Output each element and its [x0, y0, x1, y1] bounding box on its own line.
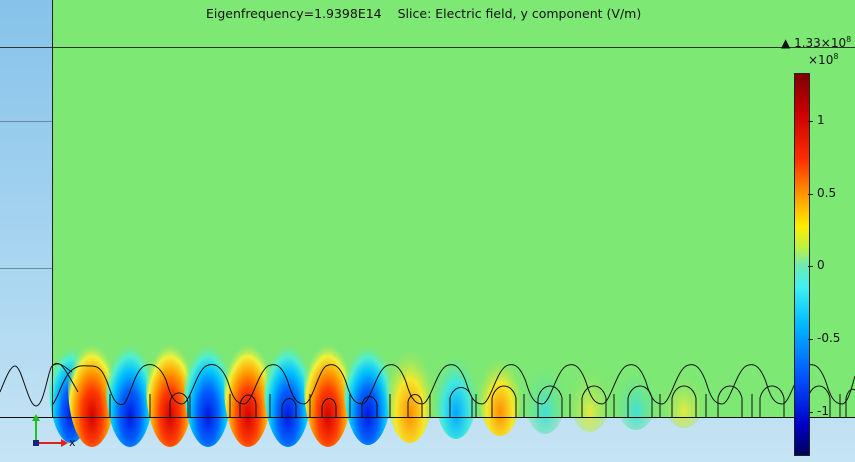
colorbar: [794, 73, 810, 456]
field-lobe: [224, 323, 272, 447]
colorbar-tick-label: -0.5: [817, 331, 841, 345]
colorbar-multiplier-base: ×10: [808, 53, 834, 67]
field-lobe: [304, 323, 352, 447]
colorbar-tick: [808, 412, 813, 413]
inner-arches: [169, 385, 855, 418]
field-lobe: [264, 323, 312, 447]
y-axis-arrowhead: [32, 414, 40, 421]
colorbar-tick: [808, 194, 813, 195]
field-lobe: [523, 346, 567, 434]
x-axis-label: x: [69, 436, 76, 449]
colorbar-tick-label: 0: [817, 258, 825, 272]
colorbar-tick-label: -1: [817, 404, 829, 418]
max-value-text: 1.33×10: [794, 36, 847, 50]
field-lobe: [146, 323, 194, 447]
triad-origin: [33, 440, 39, 446]
corrugated-boundary-top: [51, 364, 855, 406]
field-lobe: [68, 323, 116, 447]
field-lobe: [344, 325, 392, 445]
colorbar-tick: [808, 121, 813, 122]
eigenfrequency-label: Eigenfrequency=1.9398E14: [206, 6, 382, 21]
colorbar-tick-label: 1: [817, 113, 825, 127]
field-lobe: [568, 352, 612, 432]
field-lobe: [434, 335, 478, 439]
max-value-exponent: 8: [846, 35, 852, 44]
left-domain-tick: [0, 121, 52, 122]
substrate-boundary: [0, 417, 855, 418]
field-lobe: [614, 354, 658, 430]
field-lobe: [106, 323, 154, 447]
plot-title: Eigenfrequency=1.9398E14 Slice: Electric…: [206, 6, 653, 21]
domain-boundary-top: [0, 47, 855, 48]
corrugated-boundary: [0, 362, 79, 407]
field-lobe: [184, 323, 232, 447]
colorbar-tick: [808, 339, 813, 340]
field-lobe: [662, 360, 706, 428]
max-marker-icon: ▲: [781, 36, 791, 50]
field-lobe: [386, 327, 434, 443]
colorbar-tick-label: 0.5: [817, 186, 837, 200]
left-domain-tick: [0, 268, 52, 269]
domain-separators: [109, 394, 841, 418]
x-axis-arrowhead: [61, 439, 68, 447]
colorbar-tick: [808, 266, 813, 267]
axes-triad: [32, 414, 68, 447]
max-value-marker: ▲ 1.33×108: [781, 35, 851, 50]
field-lobes: [49, 323, 706, 447]
colorbar-multiplier-exponent: 8: [833, 52, 839, 61]
slice-label: Slice: Electric field, y component (V/m): [397, 6, 642, 21]
domain-boundary-left: [52, 0, 53, 418]
field-lobe: [478, 340, 522, 436]
colorbar-multiplier: ×108: [808, 52, 838, 67]
